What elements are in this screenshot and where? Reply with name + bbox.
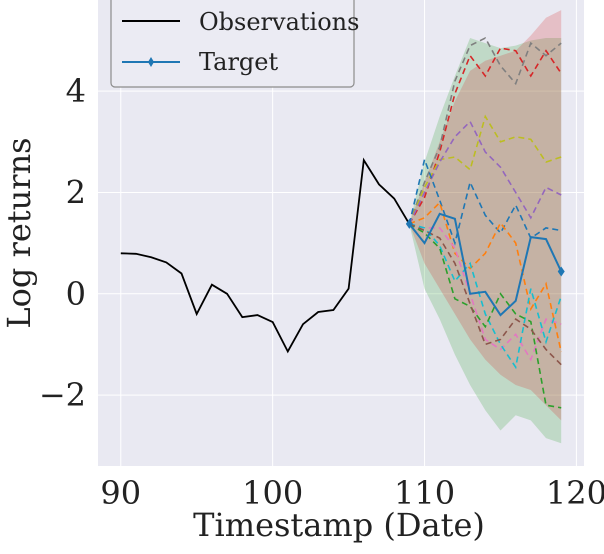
y-axis-title: Log returns <box>0 137 38 328</box>
x-tick-label: 100 <box>242 474 303 512</box>
y-tick-label: −2 <box>39 376 86 414</box>
legend-target-label: Target <box>199 48 278 76</box>
legend: Observations Target <box>110 0 359 88</box>
x-tick-label: 110 <box>394 474 455 512</box>
forecast-cyan <box>409 223 562 370</box>
x-tick-label: 90 <box>100 474 141 512</box>
target-marker <box>557 266 565 277</box>
forecast-blue <box>408 156 562 246</box>
x-axis-title: Timestamp (Date) <box>193 506 485 544</box>
y-tick-labels: −2 0 2 4 <box>39 72 86 414</box>
observations-line <box>120 157 411 354</box>
x-tick-labels: 90 100 110 120 <box>100 474 604 512</box>
y-tick-label: 2 <box>66 173 86 211</box>
x-tick-label: 120 <box>546 474 604 512</box>
forecast-purple <box>408 120 562 225</box>
legend-observations-label: Observations <box>199 8 359 36</box>
legend-target-marker <box>148 57 154 67</box>
forecast-yellow <box>408 114 562 225</box>
forecast-gray <box>408 36 562 225</box>
y-tick-label: 4 <box>66 72 86 110</box>
main-series <box>120 157 565 354</box>
target-line <box>408 212 563 317</box>
y-tick-label: 0 <box>66 275 86 313</box>
target-marker <box>405 218 413 229</box>
band-green <box>409 38 562 444</box>
forecast-orange <box>409 201 562 353</box>
forecast-olive-green <box>408 223 562 409</box>
forecast-pink <box>409 223 562 362</box>
forecast-lines <box>408 36 562 409</box>
forecast-red <box>408 47 562 225</box>
